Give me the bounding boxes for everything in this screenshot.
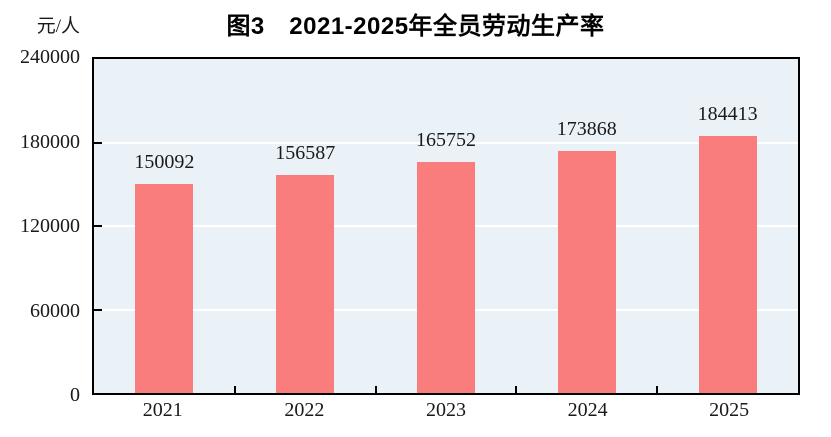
x-tick-label-2022: 2022 [284,399,325,421]
bar-2022 [276,175,335,393]
y-axis-unit-label: 元/人 [36,16,80,37]
y-tick-label-180000: 180000 [20,130,80,153]
bar-value-2022: 156587 [275,142,336,165]
y-tick-label-0: 0 [70,384,80,406]
bar-value-2025: 184413 [697,103,758,126]
y-tick-mark-60000 [94,308,102,311]
y-tick-mark-180000 [94,141,102,144]
x-tick-label-2021: 2021 [142,399,183,421]
x-tick-mark-3 [515,386,518,393]
x-axis-labels: 2021 2022 2023 2024 2025 [92,399,800,422]
x-tick-mark-1 [233,386,236,393]
bar-value-2021: 150092 [134,151,195,174]
plot-area: 150092 156587 165752 173868 184413 [92,57,800,395]
bar-2021 [135,184,194,393]
bar-2025 [698,136,757,393]
y-axis-labels: 0 60000 120000 180000 240000 [0,46,80,406]
y-tick-label-120000: 120000 [20,215,80,237]
bar-value-2023: 165752 [416,129,476,152]
chart-title: 图3 2021-2025年全员劳动生产率 [226,13,605,40]
bar-2024 [557,151,616,393]
y-tick-label-240000: 240000 [20,46,80,68]
x-tick-mark-2 [374,386,377,393]
bar-2023 [417,162,475,393]
gridline-180000 [94,141,798,144]
x-tick-label-2023: 2023 [425,399,466,421]
x-tick-label-2024: 2024 [567,399,608,421]
x-tick-mark-4 [656,386,659,393]
y-tick-mark-120000 [94,225,102,227]
bar-value-2024: 173868 [556,118,617,141]
x-tick-label-2025: 2025 [709,399,750,421]
y-tick-label-60000: 60000 [30,299,80,322]
